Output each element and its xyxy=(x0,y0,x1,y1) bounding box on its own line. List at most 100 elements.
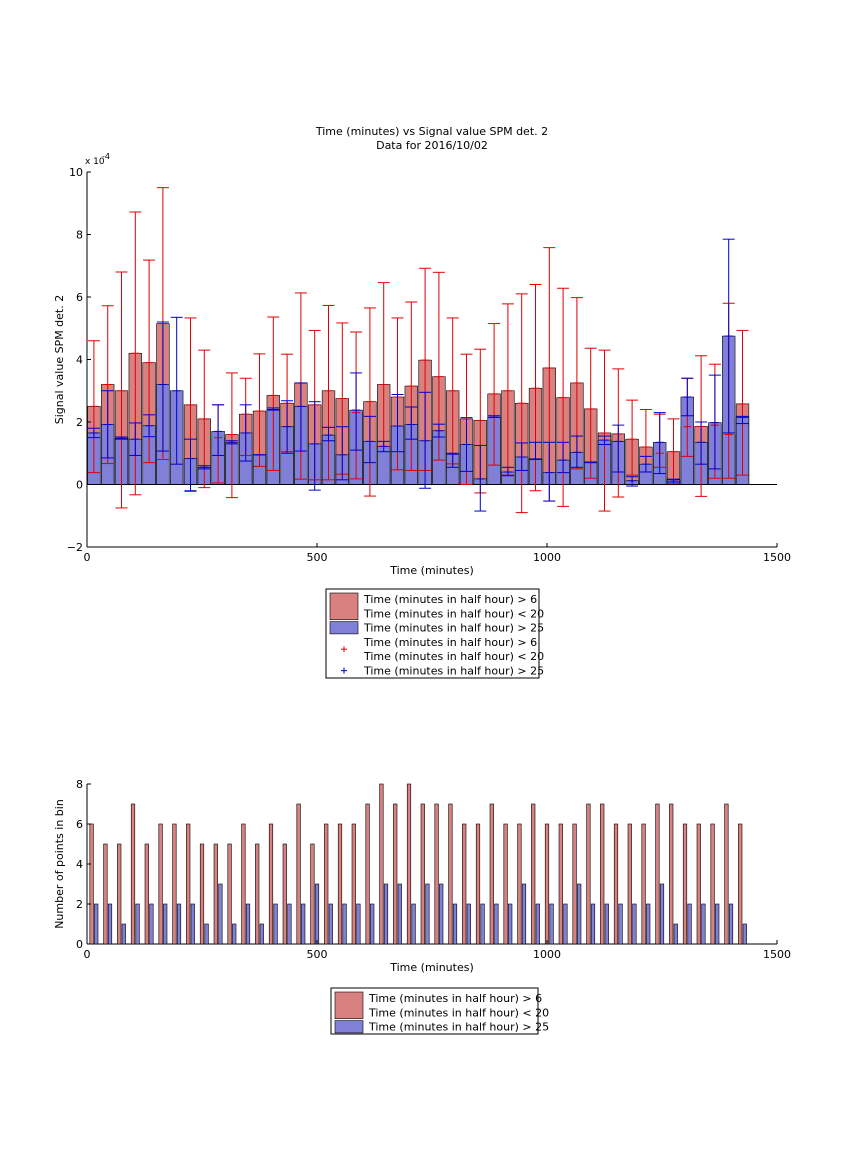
red-bar-46 xyxy=(724,803,729,945)
red-bar-27 xyxy=(462,823,467,945)
y-tick-label: 6 xyxy=(76,818,83,831)
red-bar-44 xyxy=(696,823,701,945)
red-bar-40 xyxy=(641,823,646,945)
red-bar-2 xyxy=(117,843,122,945)
red-bar-7 xyxy=(186,823,191,945)
red-errorbar-20 xyxy=(363,307,376,497)
x-axis-label: Time (minutes) xyxy=(389,961,474,974)
blue-bar-36 xyxy=(590,903,596,945)
legend-red-patch xyxy=(334,991,364,1019)
y-axis-label: Number of points in bin xyxy=(53,799,66,929)
blue-errorbar-40 xyxy=(639,455,652,473)
red-bar-17 xyxy=(324,823,329,945)
blue-bar-4 xyxy=(149,903,154,945)
red-bar-31 xyxy=(517,823,522,945)
blue-bar-42 xyxy=(673,923,678,945)
blue-errorbar-23 xyxy=(405,406,418,440)
blue-bar-8 xyxy=(204,923,209,945)
blue-bar-28 xyxy=(480,903,485,945)
blue-bar-46 xyxy=(728,903,734,945)
blue-bar-25 xyxy=(439,883,444,945)
red-bar-18 xyxy=(337,823,343,945)
red-errorbar-30 xyxy=(501,303,514,476)
blue-bar-2 xyxy=(121,923,126,945)
blue-bar-38 xyxy=(618,903,623,945)
x-tick-label: 0 xyxy=(84,551,91,564)
blue-bar-31 xyxy=(521,883,527,945)
legend-red-patch xyxy=(329,592,359,620)
y-exponent-power: -4 xyxy=(102,152,110,161)
red-bar-32 xyxy=(531,803,536,945)
red-errorbar-39 xyxy=(626,399,639,476)
blue-bar-22 xyxy=(397,883,402,945)
y-tick-label: 0 xyxy=(76,938,83,951)
red-errorbar-47 xyxy=(736,329,749,476)
blue-errorbar-1 xyxy=(101,390,114,459)
blue-bar-32 xyxy=(535,903,540,945)
y-axis-label: Signal value SPM det. 2 xyxy=(53,295,66,425)
blue-errorbar-5 xyxy=(156,321,169,452)
red-bar-29 xyxy=(489,803,494,945)
red-bar-12 xyxy=(255,843,260,945)
blue-errorbar-32 xyxy=(529,441,542,460)
blue-bar-18 xyxy=(342,903,347,945)
blue-errorbar-10 xyxy=(225,440,238,445)
legend-entry-text: Time (minutes in half hour) < 20 xyxy=(363,650,544,663)
blue-bar-40 xyxy=(646,903,651,945)
blue-errorbar-41 xyxy=(653,412,666,475)
blue-bar-24 xyxy=(425,883,430,945)
red-bar-4 xyxy=(144,843,149,945)
red-bar-26 xyxy=(448,803,453,945)
red-bar-8 xyxy=(199,843,205,945)
y-tick-label: 2 xyxy=(76,416,83,429)
blue-errorbar-9 xyxy=(212,404,225,456)
x-tick-label: 1500 xyxy=(763,948,791,961)
blue-errorbar-19 xyxy=(350,372,363,451)
blue-bar-29 xyxy=(494,903,499,945)
blue-bar-35 xyxy=(577,883,582,945)
blue-bar-30 xyxy=(508,903,513,945)
blue-errorbar-13 xyxy=(267,407,280,411)
blue-errorbar-42 xyxy=(667,478,680,484)
blue-errorbar-31 xyxy=(515,442,528,471)
blue-errorbar-43 xyxy=(681,377,694,417)
title-line-2: Data for 2016/10/02 xyxy=(376,139,488,152)
red-bar-43 xyxy=(682,823,688,945)
blue-bar-33 xyxy=(549,903,554,945)
red-bar-34 xyxy=(558,823,563,945)
red-bar-23 xyxy=(406,783,412,945)
blue-errorbar-28 xyxy=(474,444,487,512)
blue-bar-44 xyxy=(701,903,706,945)
blue-bar-16 xyxy=(314,883,320,945)
blue-errorbar-26 xyxy=(446,452,459,468)
red-bar-30 xyxy=(503,823,508,945)
red-errorbar-17 xyxy=(322,304,335,481)
blue-bar-43 xyxy=(687,903,692,945)
blue-errorbar-8 xyxy=(198,465,211,470)
x-tick-label: 1500 xyxy=(763,551,791,564)
y-tick-label: 2 xyxy=(76,898,83,911)
blue-errorbar-3 xyxy=(129,422,142,456)
legend-entry-text: Time (minutes in half hour) > 25 xyxy=(363,665,544,678)
red-bar-13 xyxy=(268,823,274,945)
red-bar-0 xyxy=(89,823,94,945)
blue-bar-14 xyxy=(287,903,292,945)
blue-bar-5 xyxy=(163,903,168,945)
blue-bar-6 xyxy=(176,903,182,945)
x-tick-label: 1000 xyxy=(533,948,561,961)
red-bar-3 xyxy=(130,803,136,945)
blue-bar-20 xyxy=(370,903,375,945)
legend-blue-patch xyxy=(329,621,359,635)
y-tick-label: 6 xyxy=(76,291,83,304)
blue-errorbar-34 xyxy=(557,441,570,474)
blue-errorbar-7 xyxy=(184,438,197,492)
red-errorbar-13 xyxy=(267,316,280,471)
blue-errorbar-6 xyxy=(170,316,183,465)
legend-entry-text: Time (minutes in half hour) > 25 xyxy=(363,622,544,635)
red-errorbar-42 xyxy=(667,418,680,482)
red-bar-25 xyxy=(434,803,439,945)
red-bar-10 xyxy=(227,843,232,945)
red-bar-45 xyxy=(710,823,715,945)
blue-errorbar-20 xyxy=(363,415,376,464)
